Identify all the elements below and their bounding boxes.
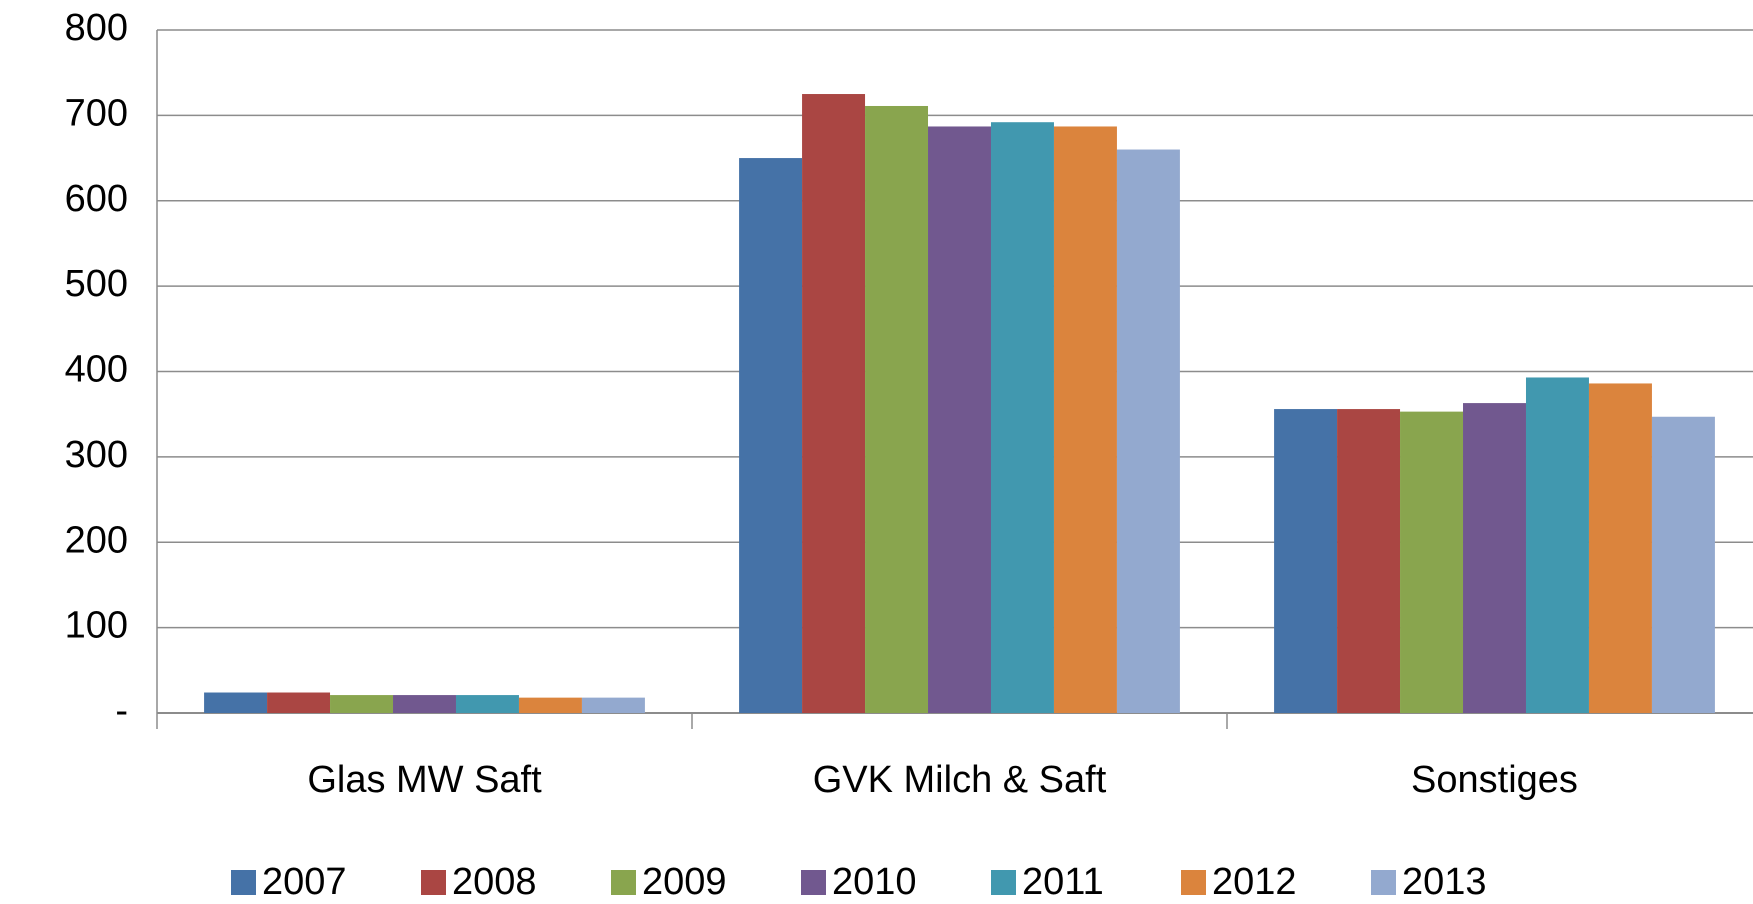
x-tick-label: Glas MW Saft: [307, 759, 542, 801]
legend-swatch: [231, 870, 256, 895]
bar: [928, 126, 991, 713]
bar: [204, 692, 268, 713]
bar: [1053, 126, 1117, 713]
bar: [1463, 403, 1526, 713]
legend-label: 2009: [642, 861, 727, 903]
bar: [330, 695, 394, 713]
y-tick-label: 300: [65, 434, 128, 476]
bar: [1274, 409, 1338, 713]
y-tick-label: 700: [65, 92, 128, 134]
bar: [990, 122, 1054, 713]
bar: [581, 697, 645, 713]
bar: [455, 695, 519, 713]
y-tick-label: 100: [65, 605, 128, 647]
y-tick-label: -: [115, 690, 128, 732]
bar: [393, 695, 456, 713]
bar: [1651, 416, 1715, 713]
bar: [518, 697, 582, 713]
y-tick-label: 500: [65, 263, 128, 305]
bar: [1116, 149, 1180, 713]
bar: [1400, 411, 1464, 713]
legend-swatch: [1371, 870, 1396, 895]
legend-label: 2010: [832, 861, 917, 903]
y-tick-label: 600: [65, 178, 128, 220]
x-tick-label: Sonstiges: [1411, 759, 1578, 801]
y-tick-label: 200: [65, 519, 128, 561]
y-tick-label: 400: [65, 349, 128, 391]
bar: [739, 158, 803, 713]
legend-swatch: [991, 870, 1016, 895]
bar: [1337, 409, 1401, 713]
bar: [802, 94, 866, 713]
legend-swatch: [1181, 870, 1206, 895]
legend-swatch: [801, 870, 826, 895]
y-tick-label: 800: [65, 7, 128, 49]
legend-label: 2008: [452, 861, 537, 903]
legend-label: 2012: [1212, 861, 1297, 903]
legend-label: 2013: [1402, 861, 1487, 903]
bar: [1588, 383, 1652, 713]
legend-swatch: [611, 870, 636, 895]
legend-swatch: [421, 870, 446, 895]
bar: [267, 692, 331, 713]
legend-label: 2011: [1022, 861, 1104, 903]
legend-label: 2007: [262, 861, 347, 903]
bar: [1525, 377, 1589, 713]
bar: [865, 105, 929, 713]
x-tick-label: GVK Milch & Saft: [813, 759, 1107, 801]
